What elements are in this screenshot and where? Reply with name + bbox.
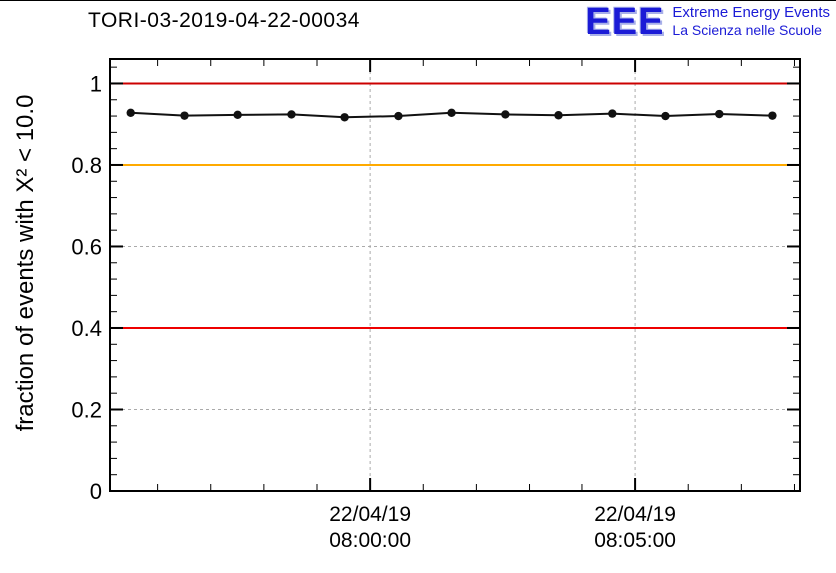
data-point bbox=[768, 111, 777, 120]
eee-logo-acronym: EEE bbox=[585, 0, 665, 43]
y-tick-label: 0.6 bbox=[71, 234, 102, 259]
chart-title: TORI-03-2019-04-22-00034 bbox=[88, 9, 360, 32]
x-tick-label: 22/04/19 bbox=[329, 503, 411, 526]
data-point bbox=[126, 108, 135, 117]
data-point bbox=[715, 109, 724, 119]
data-point bbox=[287, 110, 296, 119]
data-point bbox=[394, 111, 403, 121]
y-tick-label: 0.4 bbox=[71, 316, 102, 341]
x-tick-label: 08:05:00 bbox=[594, 529, 676, 552]
data-point bbox=[661, 111, 670, 121]
eee-logo-line2: La Scienza nelle Scuole bbox=[672, 22, 822, 38]
x-tick-label: 08:00:00 bbox=[329, 529, 411, 552]
data-point bbox=[180, 111, 189, 120]
data-point bbox=[233, 110, 242, 120]
eee-logo: EEE Extreme Energy Events La Scienza nel… bbox=[585, 0, 830, 43]
data-point bbox=[447, 108, 456, 117]
data-point bbox=[554, 111, 563, 120]
y-tick-label: 0.2 bbox=[71, 397, 102, 422]
y-tick-label: 1 bbox=[90, 71, 102, 96]
y-tick-label: 0 bbox=[90, 479, 102, 504]
y-tick-label: 0.8 bbox=[71, 153, 102, 178]
x-tick-label: 22/04/19 bbox=[594, 503, 676, 526]
data-point bbox=[340, 113, 349, 122]
eee-logo-line1: Extreme Energy Events bbox=[672, 4, 830, 21]
data-point bbox=[501, 110, 510, 119]
plot-frame bbox=[109, 58, 801, 492]
data-point bbox=[608, 109, 617, 118]
eee-logo-text: Extreme Energy Events La Scienza nelle S… bbox=[672, 4, 830, 39]
